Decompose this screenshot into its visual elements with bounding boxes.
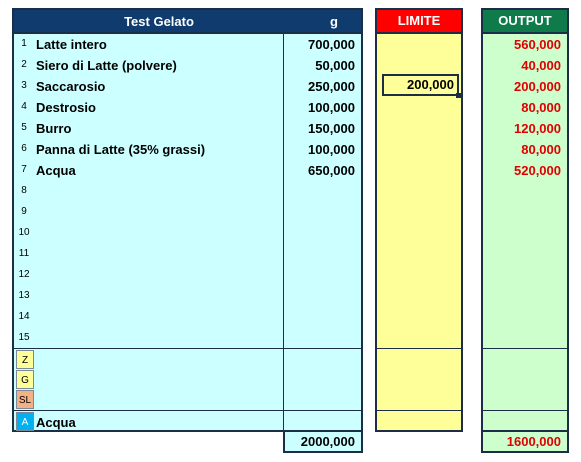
output-header: OUTPUT	[481, 8, 569, 34]
limite-selected-cell[interactable]: 200,000	[382, 74, 461, 98]
unit-column-header: g	[330, 14, 338, 29]
row-number: 5	[21, 122, 27, 133]
row-number: 4	[21, 101, 27, 112]
ingredient-row[interactable]: 6 Panna di Latte (35% grassi) 100,000	[14, 139, 361, 160]
ingredient-name[interactable]: Acqua	[36, 163, 76, 178]
limite-header: LIMITE	[375, 8, 463, 34]
output-value: 520,000	[514, 163, 561, 178]
row-number: 3	[21, 80, 27, 91]
limite-cell-value: 200,000	[407, 77, 454, 92]
ingredient-quantity[interactable]: 650,000	[308, 163, 355, 178]
ingredient-quantity[interactable]: 100,000	[308, 142, 355, 157]
row-number: 13	[18, 290, 30, 301]
tag-z: Z	[16, 350, 34, 369]
ingredient-row[interactable]: 3 Saccarosio 250,000	[14, 76, 361, 97]
ingredient-row[interactable]: 2 Siero di Latte (polvere) 50,000	[14, 55, 361, 76]
tag-a: A	[16, 412, 34, 431]
ingredient-row[interactable]: 13	[14, 286, 361, 307]
ingredient-row[interactable]: 12	[14, 265, 361, 286]
ingredient-name[interactable]: Burro	[36, 121, 72, 136]
row-number: 11	[18, 248, 30, 259]
row-number: 6	[21, 143, 27, 154]
row-number: 2	[21, 59, 27, 70]
ingredient-row[interactable]: 1 Latte intero 700,000	[14, 34, 361, 55]
ingredient-row[interactable]: 10	[14, 223, 361, 244]
row-number: 8	[21, 185, 27, 196]
ingredient-name[interactable]: Saccarosio	[36, 79, 106, 94]
fill-handle[interactable]	[456, 93, 461, 98]
ingredient-quantity[interactable]: 50,000	[315, 58, 355, 73]
row-number: 10	[18, 227, 30, 238]
water-row-name[interactable]: Acqua	[36, 415, 76, 430]
ingredient-row[interactable]: 7 Acqua 650,000	[14, 160, 361, 181]
row-number: 1	[21, 38, 27, 49]
row-number: 9	[21, 206, 27, 217]
output-total: 1600,000	[481, 432, 569, 453]
tag-sl: SL	[16, 390, 34, 409]
limite-column: 200,000	[375, 34, 463, 432]
output-value: 80,000	[521, 100, 561, 115]
tag-g: G	[16, 370, 34, 389]
ingredient-row[interactable]: 9	[14, 202, 361, 223]
output-value: 80,000	[521, 142, 561, 157]
recipe-title: Test Gelato	[124, 14, 194, 29]
output-value: 120,000	[514, 121, 561, 136]
ingredient-row[interactable]: 8	[14, 181, 361, 202]
ingredient-quantity[interactable]: 150,000	[308, 121, 355, 136]
ingredient-row[interactable]: 4 Destrosio 100,000	[14, 97, 361, 118]
output-value: 560,000	[514, 37, 561, 52]
row-number: 12	[18, 269, 30, 280]
row-number: 7	[21, 164, 27, 175]
output-column: 560,000 40,000 200,000 80,000 120,000 80…	[481, 34, 569, 432]
ingredient-name[interactable]: Destrosio	[36, 100, 96, 115]
ingredient-row[interactable]: 15	[14, 328, 361, 349]
quantity-total: 2000,000	[283, 432, 363, 453]
recipe-table-header: Test Gelato g	[12, 8, 363, 34]
row-number: 15	[18, 332, 30, 343]
ingredient-quantity[interactable]: 250,000	[308, 79, 355, 94]
output-value: 40,000	[521, 58, 561, 73]
ingredient-row[interactable]: 11	[14, 244, 361, 265]
ingredient-quantity[interactable]: 100,000	[308, 100, 355, 115]
ingredient-row[interactable]: 14	[14, 307, 361, 328]
ingredient-name[interactable]: Latte intero	[36, 37, 107, 52]
row-number: 14	[18, 311, 30, 322]
ingredient-name[interactable]: Panna di Latte (35% grassi)	[36, 142, 206, 157]
ingredient-name[interactable]: Siero di Latte (polvere)	[36, 58, 177, 73]
recipe-table-body: 1 Latte intero 700,000 2 Siero di Latte (po…	[12, 34, 363, 432]
output-value: 200,000	[514, 79, 561, 94]
ingredient-row[interactable]: 5 Burro 150,000	[14, 118, 361, 139]
ingredient-quantity[interactable]: 700,000	[308, 37, 355, 52]
